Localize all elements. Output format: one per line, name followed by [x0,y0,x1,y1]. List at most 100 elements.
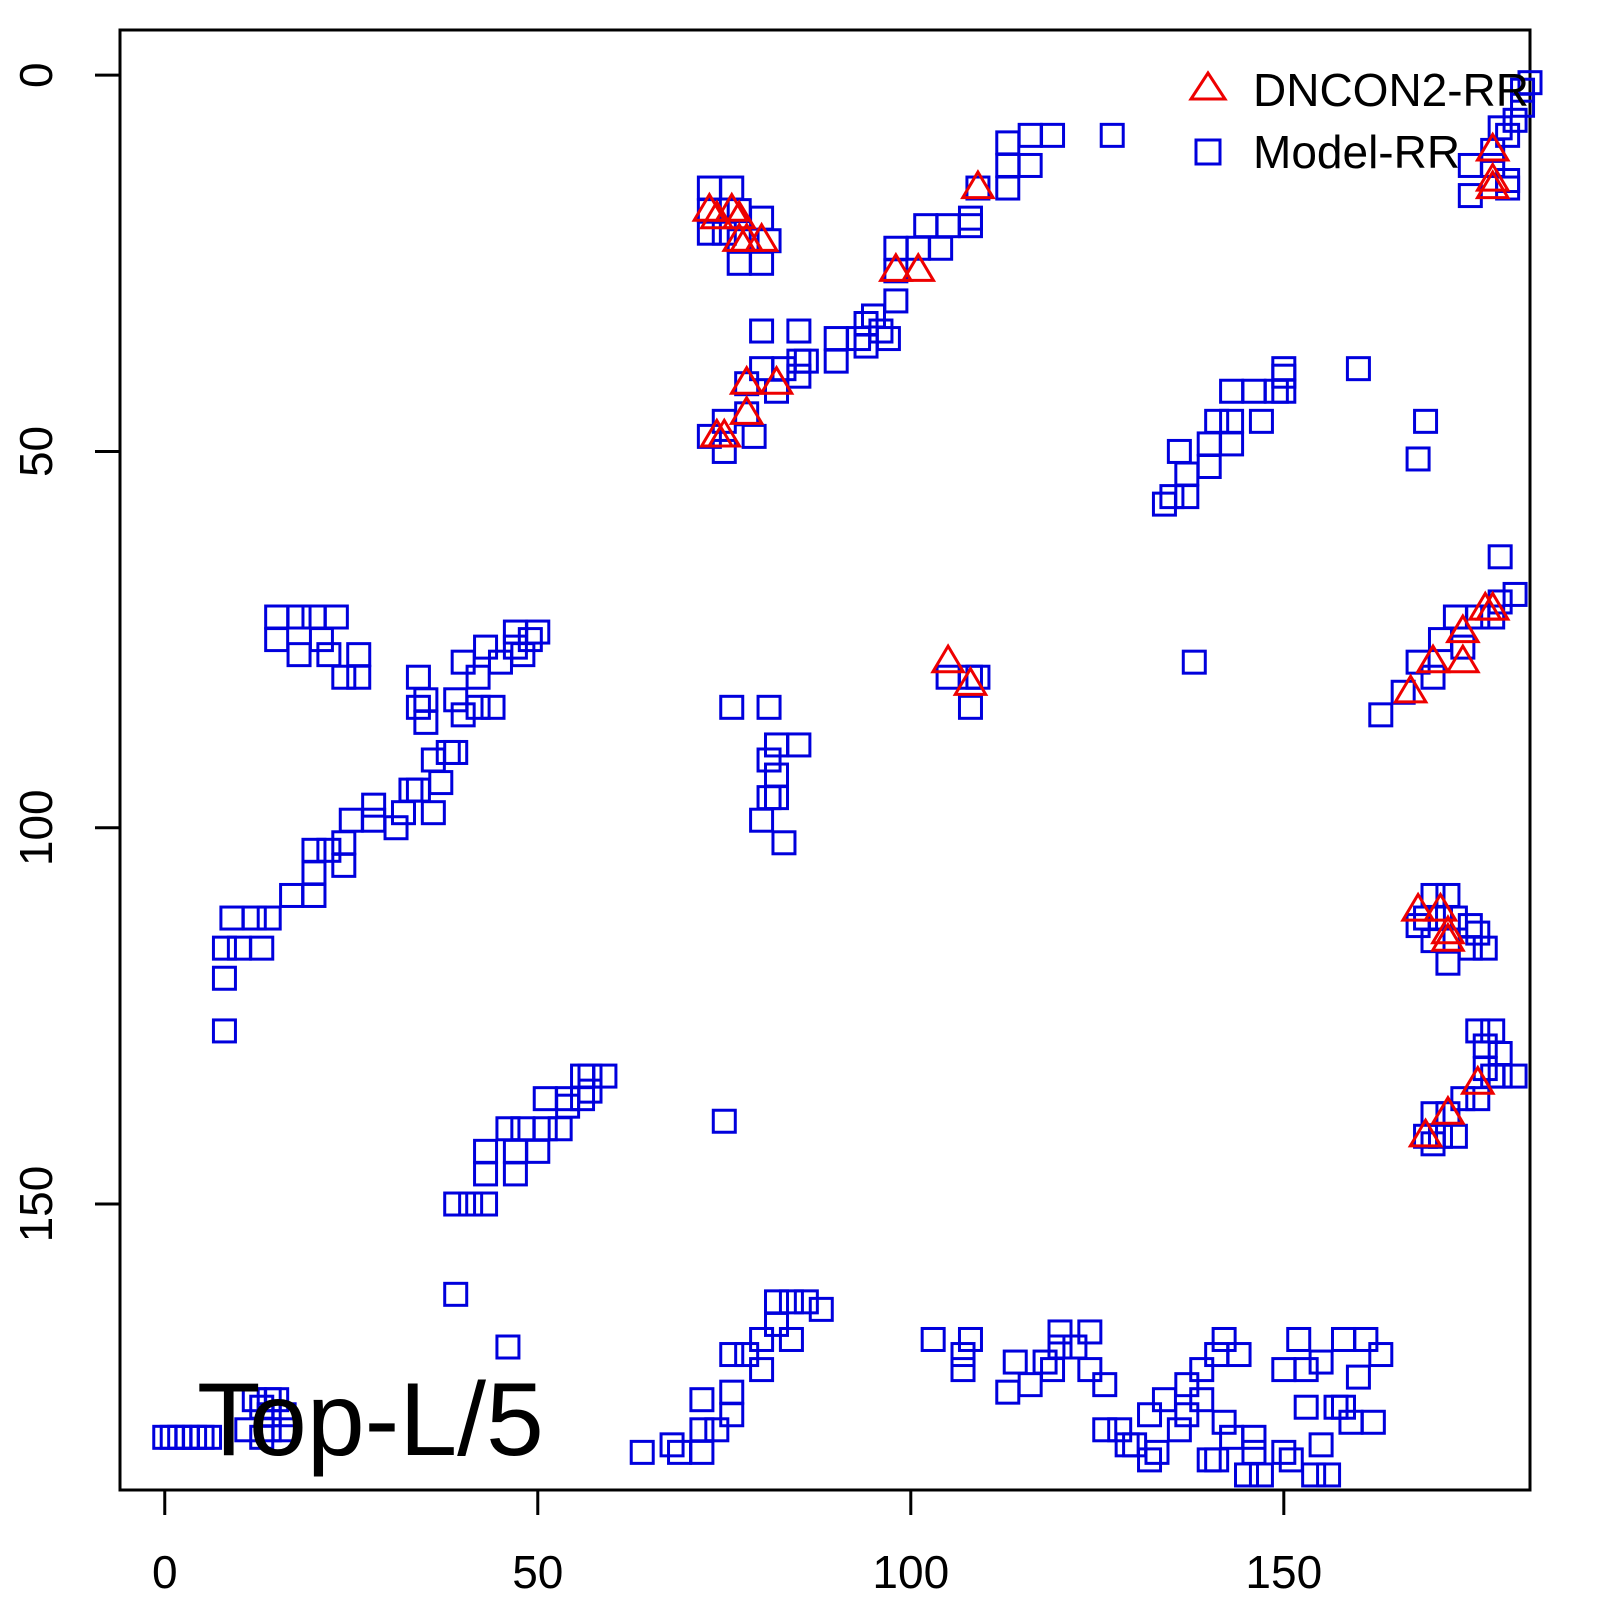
model-rr-point [555,1086,581,1112]
model-rr-point [846,326,872,352]
model-rr-point [316,837,342,863]
model-rr-point [883,288,909,314]
dncon2-rr-point [900,251,937,282]
model-rr-point [1271,1357,1297,1383]
x-tick-label: 100 [872,1546,949,1598]
model-rr-point [592,1063,618,1089]
model-rr-point [1465,1018,1491,1044]
model-rr-point [913,213,939,239]
dncon2-rr-series [691,131,1511,1148]
model-rr-point [473,634,499,660]
model-rr-point [764,785,790,811]
model-rr-point [965,175,991,201]
model-rr-point [502,1161,528,1187]
legend: DNCON2-RR Model-RR [1188,64,1529,178]
model-rr-point [1248,408,1274,434]
model-rr-point [264,1387,290,1413]
model-rr-point [1316,1462,1342,1488]
dncon2-rr-point [1430,914,1466,945]
model-rr-point [152,1424,178,1450]
model-rr-point [1137,1402,1163,1428]
y-tick-label: 50 [10,426,62,477]
model-rr-point [629,1439,655,1465]
model-rr-point [316,642,342,668]
model-rr-point [1122,1432,1148,1458]
model-rr-point [1502,107,1528,133]
model-rr-point [502,634,528,660]
model-rr-point [749,1357,775,1383]
dncon2-rr-point [728,394,765,425]
model-rr-point [1271,378,1297,404]
model-rr-point [1181,649,1207,675]
model-rr-point [219,905,245,931]
model-rr-point [1099,122,1125,148]
model-rr-point [279,882,305,908]
model-rr-point [361,792,387,818]
model-rr-point [443,687,469,713]
model-rr-point [957,1326,983,1352]
model-rr-point [1189,1357,1215,1383]
model-rr-point [1151,1387,1177,1413]
model-rr-point [1174,1372,1200,1398]
model-rr-point [286,604,312,630]
model-rr-point [361,807,387,833]
model-rr-point [1457,935,1483,961]
model-rr-point [1517,70,1543,96]
model-rr-point [749,356,775,382]
model-rr-point [1360,1409,1386,1435]
legend-label-model: Model-RR [1253,126,1460,178]
model-rr-point [853,333,879,359]
model-rr-point [756,785,782,811]
y-tick-label: 150 [10,1166,62,1243]
model-rr-point [875,326,901,352]
model-rr-point [301,860,327,886]
dncon2-rr-point [1392,673,1429,704]
model-rr-point [771,830,797,856]
model-rr-point [1457,183,1483,209]
x-tick-label: 150 [1245,1546,1322,1598]
model-rr-point [1435,1101,1461,1127]
model-rr-point [338,807,364,833]
model-rr-point [1278,1447,1304,1473]
model-rr-point [570,1063,596,1089]
model-rr-point [689,1417,715,1443]
model-rr-point [995,130,1021,156]
model-rr-point [450,649,476,675]
model-rr-point [1323,1394,1349,1420]
model-rr-point [1174,484,1200,510]
dncon2-rr-point [1445,643,1481,674]
model-rr-point [1413,1123,1439,1149]
model-rr-point [420,800,446,826]
model-rr-point [405,777,431,803]
model-rr-point [1480,1018,1506,1044]
model-rr-point [510,642,536,668]
model-rr-point [786,732,812,758]
model-rr-point [711,438,737,464]
model-rr-point [1368,702,1394,728]
model-rr-point [1226,1342,1252,1368]
model-rr-point [1234,1462,1260,1488]
model-rr-point [1495,122,1521,148]
model-rr-point [823,326,849,352]
model-rr-point [211,965,237,991]
model-rr-point [256,1402,282,1428]
model-rr-point [1248,1462,1274,1488]
dncon2-rr-point [706,417,743,448]
model-rr-point [696,220,722,246]
model-rr-point [786,318,812,344]
model-rr-point [346,664,372,690]
model-rr-point [435,739,461,765]
model-rr-point [517,627,543,653]
model-rr-point [1151,491,1177,517]
model-rr-point [1271,1439,1297,1465]
model-rr-point [853,311,879,337]
dncon2-rr-point [930,643,966,674]
model-rr-point [226,935,252,961]
model-rr-point [211,935,237,961]
model-rr-point [1047,1319,1073,1345]
model-rr-point [502,619,528,645]
model-rr-point [1077,1357,1103,1383]
model-rr-point [577,1063,603,1089]
model-rr-point [741,423,767,449]
model-rr-point [711,1108,737,1134]
